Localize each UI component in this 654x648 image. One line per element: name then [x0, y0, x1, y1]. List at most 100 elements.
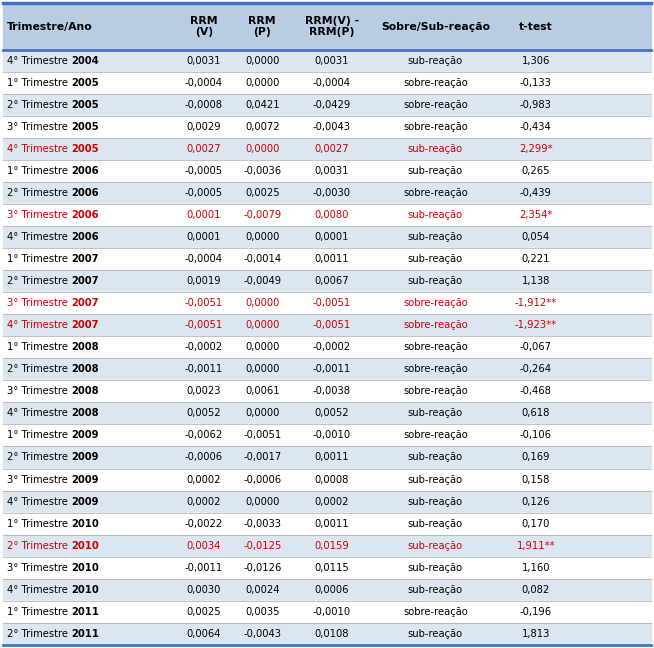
Text: -0,0005: -0,0005	[185, 188, 223, 198]
Text: -0,0008: -0,0008	[185, 100, 223, 110]
Text: 4° Trimestre: 4° Trimestre	[7, 56, 71, 66]
Text: 2007: 2007	[71, 276, 99, 286]
Text: -0,106: -0,106	[520, 430, 552, 441]
Text: -0,0005: -0,0005	[185, 166, 223, 176]
Text: -0,0011: -0,0011	[313, 364, 351, 375]
Text: 3° Trimestre: 3° Trimestre	[7, 298, 71, 308]
Text: 0,0064: 0,0064	[187, 629, 221, 639]
Text: 4° Trimestre: 4° Trimestre	[7, 408, 71, 419]
Text: sub-reação: sub-reação	[408, 496, 463, 507]
Text: -0,0011: -0,0011	[185, 562, 223, 573]
Text: 0,0000: 0,0000	[245, 298, 279, 308]
Text: sobre-reação: sobre-reação	[403, 100, 468, 110]
Text: 2010: 2010	[71, 584, 99, 595]
Text: 4° Trimestre: 4° Trimestre	[7, 144, 71, 154]
Text: 0,0024: 0,0024	[245, 584, 279, 595]
Text: 0,0052: 0,0052	[186, 408, 221, 419]
Text: sub-reação: sub-reação	[408, 474, 463, 485]
Text: 2007: 2007	[71, 254, 99, 264]
Text: 0,0061: 0,0061	[245, 386, 279, 397]
Text: 4° Trimestre: 4° Trimestre	[7, 232, 71, 242]
Text: 0,0011: 0,0011	[315, 254, 349, 264]
Text: -0,0004: -0,0004	[185, 78, 223, 88]
Text: sobre-reação: sobre-reação	[403, 607, 468, 617]
Text: 2009: 2009	[71, 474, 99, 485]
Text: 1,138: 1,138	[522, 276, 550, 286]
Text: 0,0000: 0,0000	[245, 56, 279, 66]
Text: -0,0006: -0,0006	[185, 452, 223, 463]
Text: 4° Trimestre: 4° Trimestre	[7, 496, 71, 507]
Text: 2009: 2009	[71, 430, 99, 441]
Text: 3° Trimestre: 3° Trimestre	[7, 386, 71, 397]
Text: 0,0115: 0,0115	[315, 562, 349, 573]
Text: sub-reação: sub-reação	[408, 56, 463, 66]
Text: 0,0002: 0,0002	[187, 496, 221, 507]
Text: 2006: 2006	[71, 232, 99, 242]
Text: 0,158: 0,158	[522, 474, 550, 485]
Text: sobre-reação: sobre-reação	[403, 430, 468, 441]
Text: -0,0043: -0,0043	[313, 122, 351, 132]
Text: 2010: 2010	[71, 518, 99, 529]
Text: 1° Trimestre: 1° Trimestre	[7, 166, 71, 176]
Text: -1,912**: -1,912**	[515, 298, 557, 308]
Text: -0,0033: -0,0033	[243, 518, 281, 529]
Text: 0,0000: 0,0000	[245, 496, 279, 507]
Text: 2009: 2009	[71, 452, 99, 463]
Text: -0,0051: -0,0051	[243, 430, 281, 441]
Text: sobre-reação: sobre-reação	[403, 122, 468, 132]
Text: 0,0027: 0,0027	[315, 144, 349, 154]
Text: -0,0004: -0,0004	[185, 254, 223, 264]
Text: 0,0421: 0,0421	[245, 100, 279, 110]
Text: 0,0006: 0,0006	[315, 584, 349, 595]
Text: sub-reação: sub-reação	[408, 232, 463, 242]
Text: sub-reação: sub-reação	[408, 518, 463, 529]
Text: 0,0072: 0,0072	[245, 122, 279, 132]
Text: 2009: 2009	[71, 496, 99, 507]
Text: 2004: 2004	[71, 56, 99, 66]
Text: 2007: 2007	[71, 298, 99, 308]
Text: sub-reação: sub-reação	[408, 452, 463, 463]
Text: 2011: 2011	[71, 607, 99, 617]
Text: sub-reação: sub-reação	[408, 584, 463, 595]
Text: 2° Trimestre: 2° Trimestre	[7, 100, 71, 110]
Text: sub-reação: sub-reação	[408, 629, 463, 639]
Text: 2,299*: 2,299*	[519, 144, 553, 154]
Text: 4° Trimestre: 4° Trimestre	[7, 320, 71, 330]
Text: 0,0001: 0,0001	[315, 232, 349, 242]
Text: sobre-reação: sobre-reação	[403, 342, 468, 353]
Text: 2° Trimestre: 2° Trimestre	[7, 364, 71, 375]
Text: -0,0043: -0,0043	[243, 629, 281, 639]
Text: -0,196: -0,196	[520, 607, 552, 617]
Text: 0,0025: 0,0025	[186, 607, 221, 617]
Text: -0,468: -0,468	[520, 386, 552, 397]
Text: 0,0011: 0,0011	[315, 452, 349, 463]
Text: -0,0051: -0,0051	[185, 298, 223, 308]
Text: 1° Trimestre: 1° Trimestre	[7, 78, 71, 88]
Text: -0,0004: -0,0004	[313, 78, 351, 88]
Text: -0,0126: -0,0126	[243, 562, 281, 573]
Text: 0,0035: 0,0035	[245, 607, 279, 617]
Text: 0,082: 0,082	[522, 584, 550, 595]
Text: 0,618: 0,618	[522, 408, 550, 419]
Text: 0,0002: 0,0002	[315, 496, 349, 507]
Text: 3° Trimestre: 3° Trimestre	[7, 562, 71, 573]
Text: -0,133: -0,133	[520, 78, 552, 88]
Text: 0,0011: 0,0011	[315, 518, 349, 529]
Text: 2° Trimestre: 2° Trimestre	[7, 276, 71, 286]
Text: sobre-reação: sobre-reação	[403, 188, 468, 198]
Text: 0,0080: 0,0080	[315, 210, 349, 220]
Text: -0,0014: -0,0014	[243, 254, 281, 264]
Text: -0,0011: -0,0011	[185, 364, 223, 375]
Text: sobre-reação: sobre-reação	[403, 386, 468, 397]
Text: 0,126: 0,126	[521, 496, 550, 507]
Text: 0,0031: 0,0031	[315, 56, 349, 66]
Text: -0,0006: -0,0006	[243, 474, 281, 485]
Text: 2° Trimestre: 2° Trimestre	[7, 540, 71, 551]
Text: 0,0002: 0,0002	[187, 474, 221, 485]
Text: 2006: 2006	[71, 210, 99, 220]
Text: sub-reação: sub-reação	[408, 254, 463, 264]
Text: 0,0019: 0,0019	[186, 276, 221, 286]
Text: -0,0079: -0,0079	[243, 210, 281, 220]
Text: 1° Trimestre: 1° Trimestre	[7, 430, 71, 441]
Text: 0,0001: 0,0001	[187, 210, 221, 220]
